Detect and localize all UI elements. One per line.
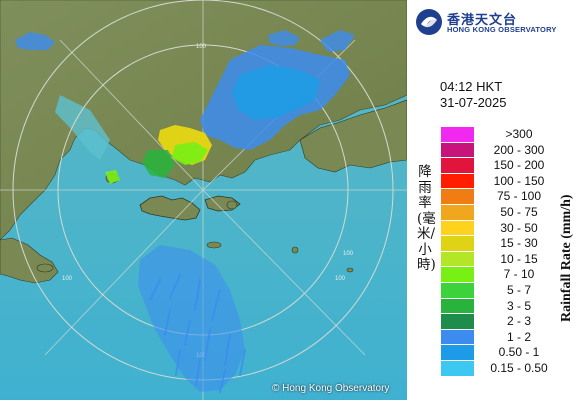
east-coast	[299, 99, 407, 173]
legend-swatch	[441, 360, 474, 377]
legend-label: 2 - 3	[506, 314, 531, 329]
rain-echo-west	[105, 170, 120, 184]
rain-echo-lightblue	[232, 65, 320, 120]
island	[206, 241, 222, 249]
legend-label: 150 - 200	[493, 158, 545, 173]
legend-label: 3 - 5	[506, 298, 531, 313]
radar-map[interactable]: 100 100 100 100 100 © Hong Kong Ob	[0, 0, 407, 400]
pearl-river-estuary	[55, 95, 110, 160]
legend-label: 0.50 - 1	[498, 345, 540, 360]
rain-echo-blue-south	[138, 245, 245, 392]
legend-label: 75 - 100	[496, 189, 542, 204]
legend-swatch	[441, 127, 474, 143]
copyright-notice: © Hong Kong Observatory	[272, 383, 390, 394]
range-label: 100	[335, 276, 346, 282]
legend-title-cn: 降雨率(毫米/小時)	[417, 164, 436, 273]
legend-label: 1 - 2	[506, 329, 531, 344]
legend-labels: >300 200 - 300 150 - 200 100 - 150 75 - 100 5…	[479, 127, 559, 377]
island	[291, 246, 299, 254]
rain-echo-northeast	[320, 30, 355, 52]
legend-swatch	[441, 314, 474, 330]
legend-title-en: Rainfall Rate (mm/h)	[559, 194, 574, 322]
rain-echo-northwest	[15, 32, 55, 50]
org-name-cn: 香港天文台	[447, 13, 518, 28]
hko-logo-icon	[415, 8, 443, 36]
radar-map-svg: 100 100 100 100 100	[0, 0, 407, 400]
legend-label: 10 - 15	[500, 251, 538, 266]
legend-swatch	[441, 142, 474, 159]
legend-label: 15 - 30	[500, 236, 538, 251]
legend-swatch	[441, 251, 474, 268]
legend-label: 30 - 50	[500, 220, 538, 235]
date-label: 31-07-2025	[440, 95, 507, 110]
legend-swatch	[441, 267, 474, 283]
info-panel: 香港天文台 HONG KONG OBSERVATORY 04:12 HKT 31…	[407, 0, 577, 400]
legend-swatch	[441, 158, 474, 174]
legend-label: 0.15 - 0.50	[490, 360, 548, 375]
legend-swatch	[441, 236, 474, 252]
legend-swatch	[441, 282, 474, 299]
rain-echo-north	[268, 30, 300, 46]
range-label: 100	[62, 276, 73, 282]
lantau-island	[139, 195, 201, 221]
rain-echo-green	[172, 142, 208, 165]
legend-label: 7 - 10	[503, 267, 535, 282]
island	[36, 263, 54, 273]
legend-swatch	[441, 189, 474, 205]
legend-swatch	[441, 298, 474, 315]
legend-swatch	[441, 329, 474, 346]
time-label: 04:12 HKT	[440, 79, 503, 94]
rain-echo-darkgreen	[142, 150, 175, 178]
island	[226, 200, 238, 210]
island	[346, 267, 354, 273]
legend-label: 5 - 7	[506, 282, 531, 297]
range-label: 100	[343, 251, 354, 257]
legend-swatch	[441, 220, 474, 237]
legend-label: >300	[505, 127, 533, 141]
legend-label: 200 - 300	[493, 142, 545, 157]
rain-echoes	[15, 30, 355, 392]
range-label: 100	[196, 44, 207, 50]
legend-swatch	[441, 204, 474, 221]
org-name-en: HONG KONG OBSERVATORY	[447, 25, 557, 34]
legend-label: 100 - 150	[493, 173, 545, 188]
legend-swatch	[441, 173, 474, 190]
legend-swatches	[441, 127, 475, 377]
legend-swatch	[441, 345, 474, 361]
legend-label: 50 - 75	[500, 204, 538, 219]
rain-streaks	[149, 274, 246, 393]
